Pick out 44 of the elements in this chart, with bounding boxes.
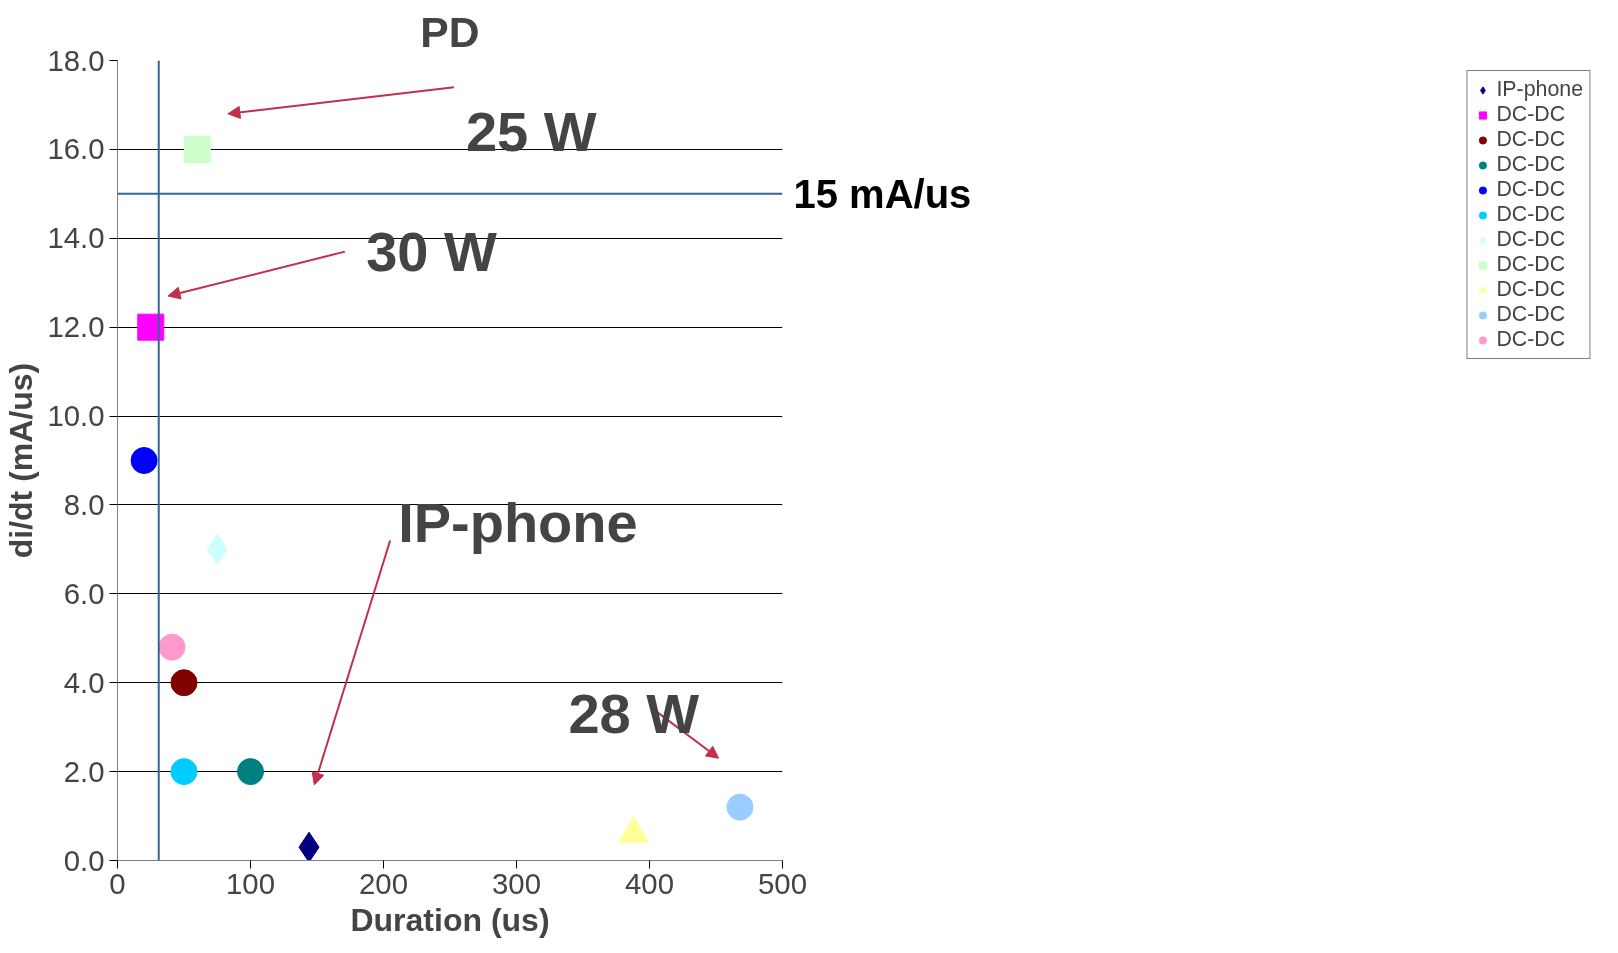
- legend-label: DC-DC: [1496, 102, 1566, 127]
- point: [137, 313, 165, 341]
- x-tick-label: 500: [758, 866, 807, 900]
- y-tick-label: 2.0: [63, 754, 105, 788]
- point: [158, 633, 186, 661]
- legend-label: DC-DC: [1496, 202, 1566, 227]
- x-tick-label: 400: [625, 866, 674, 900]
- legend-label: DC-DC: [1496, 177, 1566, 202]
- point: [170, 758, 198, 786]
- legend-label: DC-DC: [1496, 302, 1566, 327]
- legend-label: IP-phone: [1496, 77, 1583, 102]
- y-tick-label: 12.0: [47, 310, 105, 344]
- point: [726, 793, 754, 821]
- legend-label: DC-DC: [1496, 327, 1566, 352]
- y-tick-label: 6.0: [63, 576, 105, 610]
- annotation: IP-phone: [398, 491, 638, 555]
- legend-label: DC-DC: [1496, 227, 1566, 252]
- x-tick-label: 100: [226, 866, 275, 900]
- annotation: 28 W: [568, 682, 700, 746]
- y-tick-label: 8.0: [63, 487, 105, 521]
- legend-label: DC-DC: [1496, 252, 1566, 277]
- point: [170, 669, 198, 697]
- legend-label: DC-DC: [1496, 152, 1566, 177]
- chart-title: PD: [420, 7, 480, 56]
- annotation: 25 W: [465, 100, 597, 164]
- x-tick-label: 300: [492, 866, 541, 900]
- y-tick-label: 18.0: [47, 43, 105, 77]
- point: [130, 447, 158, 474]
- legend-label: DC-DC: [1496, 277, 1566, 302]
- annotation: 30 W: [366, 220, 498, 284]
- point: [183, 135, 211, 163]
- y-tick-label: 14.0: [47, 221, 105, 255]
- legend-label: DC-DC: [1496, 127, 1566, 152]
- y-tick-label: 4.0: [63, 665, 105, 699]
- x-axis-title: Duration (us): [350, 901, 550, 938]
- y-tick-label: 10.0: [47, 399, 105, 433]
- x-tick-label: 0: [109, 866, 126, 900]
- point: [298, 831, 320, 861]
- y-axis-title: di/dt (mA/us): [3, 362, 40, 559]
- y-tick-label: 16.0: [47, 132, 105, 166]
- x-tick-label: 200: [359, 866, 408, 900]
- ref-line-label: 15 mA/us: [793, 171, 972, 216]
- point: [237, 758, 264, 786]
- y-tick-label: 0.0: [63, 843, 105, 877]
